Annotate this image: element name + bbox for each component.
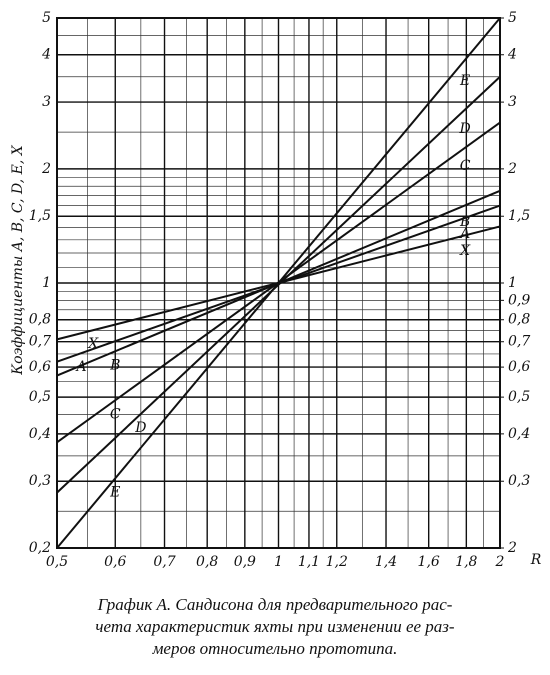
- caption-line: меров относительно прототипа.: [152, 639, 398, 658]
- y2-tick-label: 0,5: [508, 389, 530, 405]
- x-tick-label: 0,8: [196, 554, 218, 570]
- y-tick-label: 3: [42, 94, 51, 110]
- x-tick-label: 0,7: [153, 554, 175, 570]
- y-axis-label: Коэффициенты A, B, C, D, E, X: [10, 144, 26, 376]
- y2-tick-label: 3: [508, 94, 517, 110]
- x-tick-label: 1,2: [326, 554, 348, 570]
- x-tick-label: 0,5: [46, 554, 68, 570]
- y2-tick-label: 0,4: [508, 426, 530, 442]
- y-tick-label: 0,8: [29, 312, 51, 328]
- series-label: C: [460, 158, 471, 174]
- y-tick-label: 4: [41, 47, 51, 63]
- x-tick-label: 1,1: [298, 554, 320, 570]
- y-tick-label: 1,5: [29, 208, 51, 224]
- y2-tick-label: 4: [507, 47, 517, 63]
- series-label: A: [75, 359, 87, 375]
- y2-tick-label: 5: [508, 10, 517, 26]
- series-label: E: [459, 73, 470, 89]
- series-label: A: [458, 226, 470, 242]
- y2-tick-label: 1: [508, 275, 517, 291]
- x-tick-label: 2: [495, 554, 505, 570]
- y2-tick-label: 0,9: [508, 292, 530, 308]
- y-tick-label: 5: [42, 10, 51, 26]
- x-tick-label: 1: [274, 554, 283, 570]
- y2-tick-label: 0,3: [508, 473, 530, 489]
- y2-tick-label: 0,6: [508, 359, 530, 375]
- plot-frame: [56, 17, 501, 549]
- series-label: B: [459, 214, 470, 230]
- series-label: C: [110, 406, 121, 422]
- y-tick-label: 0,4: [29, 426, 51, 442]
- y2-tick-label: 0,8: [508, 312, 530, 328]
- y2-tick-label: 2: [507, 540, 517, 556]
- series-label: E: [109, 484, 120, 500]
- y2-tick-label: 2: [507, 161, 517, 177]
- caption-line: чета характеристик яхты при изменении ее…: [95, 617, 455, 636]
- x-tick-label: 1,6: [418, 554, 440, 570]
- series-line: [56, 225, 501, 341]
- x-tick-label: 1,8: [455, 554, 477, 570]
- series-label: X: [87, 336, 99, 352]
- y-tick-label: 1: [42, 275, 51, 291]
- x-tick-label: 0,6: [104, 554, 126, 570]
- series-label: B: [109, 357, 120, 373]
- y2-tick-label: 0,7: [508, 334, 530, 350]
- y-tick-label: 0,5: [29, 389, 51, 405]
- x-tick-label: 1,4: [375, 554, 397, 570]
- y2-tick-label: 1,5: [508, 208, 530, 224]
- series-label: D: [134, 420, 146, 436]
- series-label: D: [459, 121, 471, 137]
- y-tick-label: 0,2: [29, 540, 51, 556]
- x-tick-label: 0,9: [234, 554, 256, 570]
- x-axis-label: R: [530, 552, 542, 568]
- y-tick-label: 0,6: [29, 359, 51, 375]
- caption-line: График А. Сандисона для предварительного…: [97, 595, 453, 614]
- y-tick-label: 0,3: [29, 473, 51, 489]
- y-tick-label: 0,7: [29, 334, 51, 350]
- y-tick-label: 2: [41, 161, 51, 177]
- series-label: X: [459, 243, 471, 259]
